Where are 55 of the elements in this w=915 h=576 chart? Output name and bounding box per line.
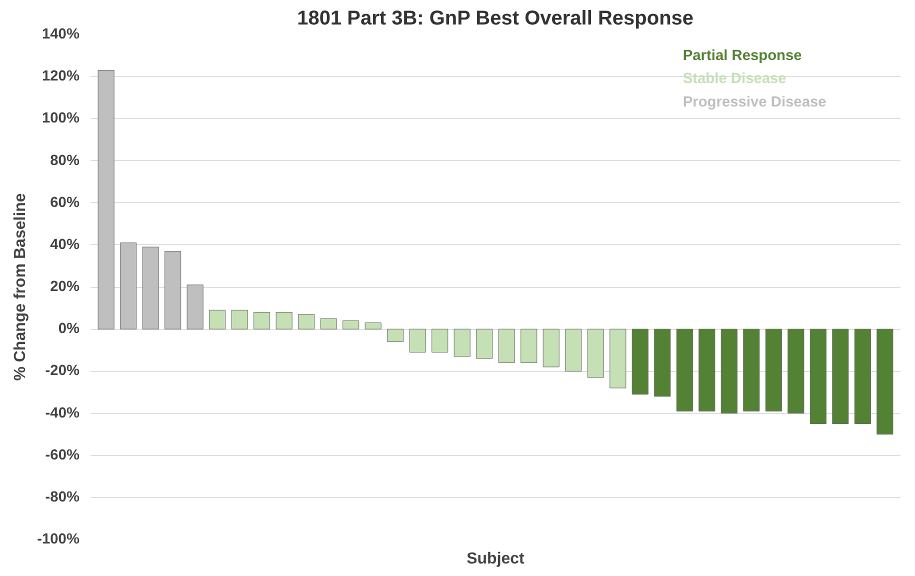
- bar: [142, 246, 159, 330]
- bar: [542, 328, 560, 368]
- bar: [743, 328, 760, 412]
- y-tick-label: 0%: [58, 321, 80, 338]
- bar: [186, 284, 204, 330]
- y-tick-label: -40%: [45, 405, 80, 422]
- bar: [476, 328, 493, 359]
- bar: [498, 328, 515, 363]
- bar: [676, 328, 693, 412]
- y-tick-label: -20%: [45, 363, 80, 380]
- bar: [298, 314, 315, 330]
- bar: [164, 250, 182, 330]
- bar: [788, 328, 804, 414]
- bar: [364, 322, 382, 330]
- text: Progressive Disease: [682, 94, 826, 110]
- bar: [765, 328, 782, 412]
- y-tick-label: 20%: [50, 279, 80, 295]
- bar: [565, 328, 582, 372]
- x-axis-title: Subject: [466, 550, 526, 568]
- bar: [720, 328, 738, 414]
- y-tick-label: 140%: [42, 26, 80, 42]
- bar: [810, 328, 826, 424]
- text: Partial Response: [682, 48, 802, 64]
- bar: [320, 318, 337, 330]
- bar: [698, 328, 716, 412]
- y-tick-label: -60%: [45, 447, 80, 464]
- bar: [276, 312, 292, 330]
- bar: [587, 328, 604, 378]
- bar: [409, 328, 426, 352]
- text: Stable Disease: [682, 71, 786, 88]
- bar: [454, 328, 470, 357]
- bar: [854, 328, 871, 424]
- bar: [610, 328, 626, 388]
- y-tick-label: 120%: [42, 68, 80, 85]
- bar: [231, 310, 248, 330]
- bar: [632, 328, 648, 395]
- bar: [654, 328, 671, 397]
- bar: [209, 310, 226, 330]
- y-tick-label: 60%: [50, 194, 80, 211]
- bar: [120, 242, 137, 330]
- bar: [876, 328, 894, 435]
- bar: [387, 328, 404, 342]
- bar: [342, 320, 360, 330]
- y-tick-label: 80%: [50, 152, 80, 169]
- bar: [520, 328, 538, 363]
- chart-title: 1801 Part 3B: GnP Best Overall Response: [297, 8, 694, 30]
- y-tick-label: 40%: [50, 236, 80, 253]
- y-tick-label: -80%: [45, 489, 80, 506]
- y-tick-label: 100%: [42, 110, 80, 127]
- y-tick-label: -100%: [37, 532, 80, 548]
- bar: [254, 312, 270, 330]
- bar: [832, 328, 849, 424]
- y-axis-title: % Change from Baseline: [12, 193, 30, 381]
- bar: [98, 70, 114, 330]
- bar: [432, 328, 448, 352]
